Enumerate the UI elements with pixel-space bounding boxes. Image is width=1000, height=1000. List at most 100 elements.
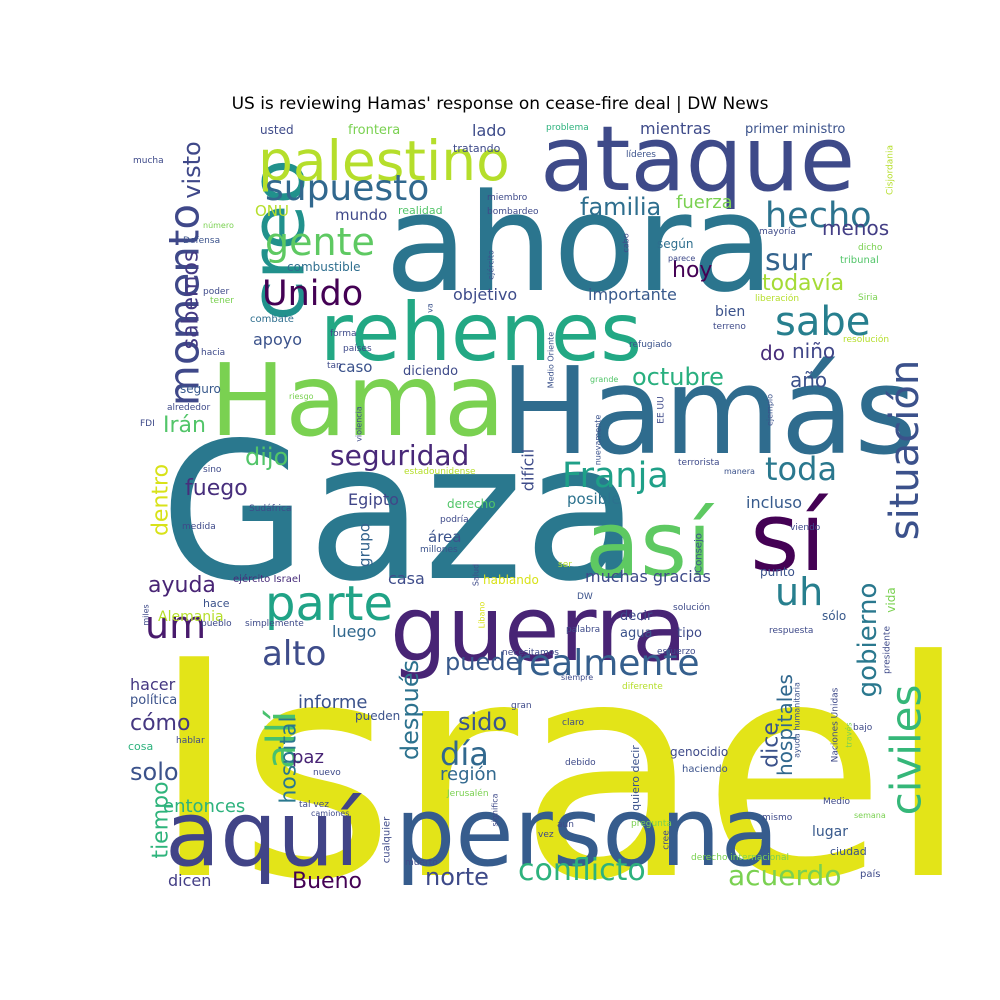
word-cloud-word: política (130, 693, 177, 708)
word-cloud-word: solo (130, 758, 179, 786)
word-cloud-word: terrorista (678, 458, 720, 468)
word-cloud-word: grande (590, 375, 618, 384)
word-cloud-word: tratando (453, 142, 501, 155)
word-cloud-word: cualquier (382, 816, 393, 863)
word-cloud-word: sur (765, 243, 813, 278)
word-cloud-word: allí (259, 709, 305, 769)
word-cloud-word: Naciones Unidas (831, 687, 841, 762)
word-cloud-word: miembro (487, 193, 528, 203)
word-cloud-word: persona (395, 778, 779, 888)
word-cloud-word: gente (265, 220, 375, 264)
word-cloud-word: Defensa (183, 236, 220, 246)
word-cloud-word: después (396, 660, 424, 760)
word-cloud-word: ayuda humanitaria (793, 682, 802, 758)
word-cloud-word: vez (538, 830, 554, 840)
word-cloud-word: rehenes (320, 286, 642, 379)
word-cloud-word: mismo (762, 813, 793, 823)
word-cloud-word: país (860, 868, 880, 880)
word-cloud-word: caso (338, 358, 372, 376)
word-cloud-word: bien (715, 304, 745, 320)
word-cloud-word: diciendo (403, 364, 458, 379)
word-cloud-word: alto (262, 634, 326, 674)
word-cloud-word: necesitamos (502, 648, 559, 658)
word-cloud-word: derecho (447, 497, 496, 511)
word-cloud-word: lado (472, 121, 506, 140)
word-cloud-word: ayuda (148, 573, 216, 598)
word-cloud-word: tribunal (840, 255, 879, 266)
word-cloud-word: paz (292, 747, 324, 768)
word-cloud-word: palabra (566, 625, 600, 635)
word-cloud-word: luego (332, 622, 376, 641)
word-cloud-word: siempre (561, 673, 593, 682)
word-cloud-word: menos (822, 216, 889, 240)
word-cloud-word: Unido (262, 274, 363, 314)
word-cloud-word: diferente (622, 682, 663, 692)
word-cloud-word: octubre (632, 363, 724, 391)
word-cloud-word: va (426, 303, 435, 313)
word-cloud-word: ejemplo (766, 394, 775, 426)
word-cloud-word: respuesta (769, 626, 813, 636)
word-cloud-word: sólo (822, 609, 846, 623)
word-cloud-word: hacer (130, 675, 176, 694)
word-cloud-word: millones (420, 545, 458, 555)
word-cloud-word: medida (182, 522, 216, 532)
word-cloud-word: parece (668, 254, 695, 263)
word-cloud-word: sabe (775, 299, 870, 345)
word-cloud-word: camiones (311, 809, 349, 818)
word-cloud-word: podría (440, 515, 469, 525)
word-cloud-word: posible (567, 490, 621, 508)
word-cloud-word: fuego (185, 476, 248, 501)
word-cloud-word: semana (854, 811, 886, 820)
word-cloud-word: conflicto (518, 853, 646, 888)
word-cloud-word: palestino (258, 129, 510, 193)
word-cloud-word: Hama (210, 342, 505, 459)
word-cloud-word: Hamás (500, 343, 917, 482)
word-cloud-word: tiempo (149, 781, 174, 858)
word-cloud-word: acuerdo (728, 859, 841, 892)
word-cloud-word: derecho internacional (691, 853, 789, 863)
word-cloud-word: civiles (882, 685, 931, 816)
word-cloud-word: dice (759, 722, 784, 768)
word-cloud-word: través (844, 722, 854, 747)
word-cloud-word: visto (178, 141, 206, 198)
word-cloud-word: aquí (165, 782, 362, 887)
word-cloud-word: Alemania (158, 609, 224, 625)
word-cloud-word: Irán (163, 413, 206, 438)
word-cloud-word: alrededor (167, 403, 211, 413)
word-cloud-word: ONU (255, 202, 289, 220)
word-cloud-word: sí (750, 483, 828, 593)
word-cloud-word: ahora (385, 165, 774, 322)
word-cloud-word: así (585, 492, 715, 597)
word-cloud-word: área (428, 528, 461, 546)
word-cloud-word: problema (546, 123, 589, 133)
word-cloud-word: sino (203, 465, 222, 475)
word-cloud-word: Franja (562, 456, 669, 496)
word-cloud-word: muchas gracias (585, 567, 711, 586)
word-cloud-word: cómo (130, 711, 190, 736)
word-cloud-word: gran (511, 701, 532, 711)
word-cloud-word: combate (250, 314, 294, 325)
word-cloud-word: casa (388, 569, 425, 588)
word-cloud-word: hacia (201, 348, 225, 358)
word-cloud-word: terreno (713, 322, 746, 332)
word-cloud-word: Egipto (348, 490, 399, 509)
word-cloud-word: guerra (390, 577, 687, 682)
word-cloud-word: parte (265, 576, 393, 632)
word-cloud-word: familia (580, 193, 661, 221)
word-cloud-word: debido (565, 758, 596, 768)
word-cloud-word: um (145, 603, 206, 647)
word-cloud-word: cree (662, 830, 672, 850)
word-cloud-word: mundo (335, 206, 387, 224)
word-cloud-word: sabemos (179, 251, 204, 350)
word-cloud-word: hace (203, 597, 230, 610)
word-cloud-word: año (790, 368, 827, 392)
word-cloud-word: nuevamente (594, 415, 603, 466)
word-cloud-word: hecho (765, 196, 872, 236)
word-cloud-word: realidad (398, 204, 443, 217)
word-cloud-word: Sudáfrica (249, 504, 291, 514)
word-cloud-word: simplemente (245, 619, 304, 629)
word-cloud-word: miles (142, 604, 151, 625)
word-cloud-word: países (343, 344, 372, 354)
word-cloud-word: ciudad (830, 845, 867, 858)
word-cloud-word: do (760, 341, 785, 365)
